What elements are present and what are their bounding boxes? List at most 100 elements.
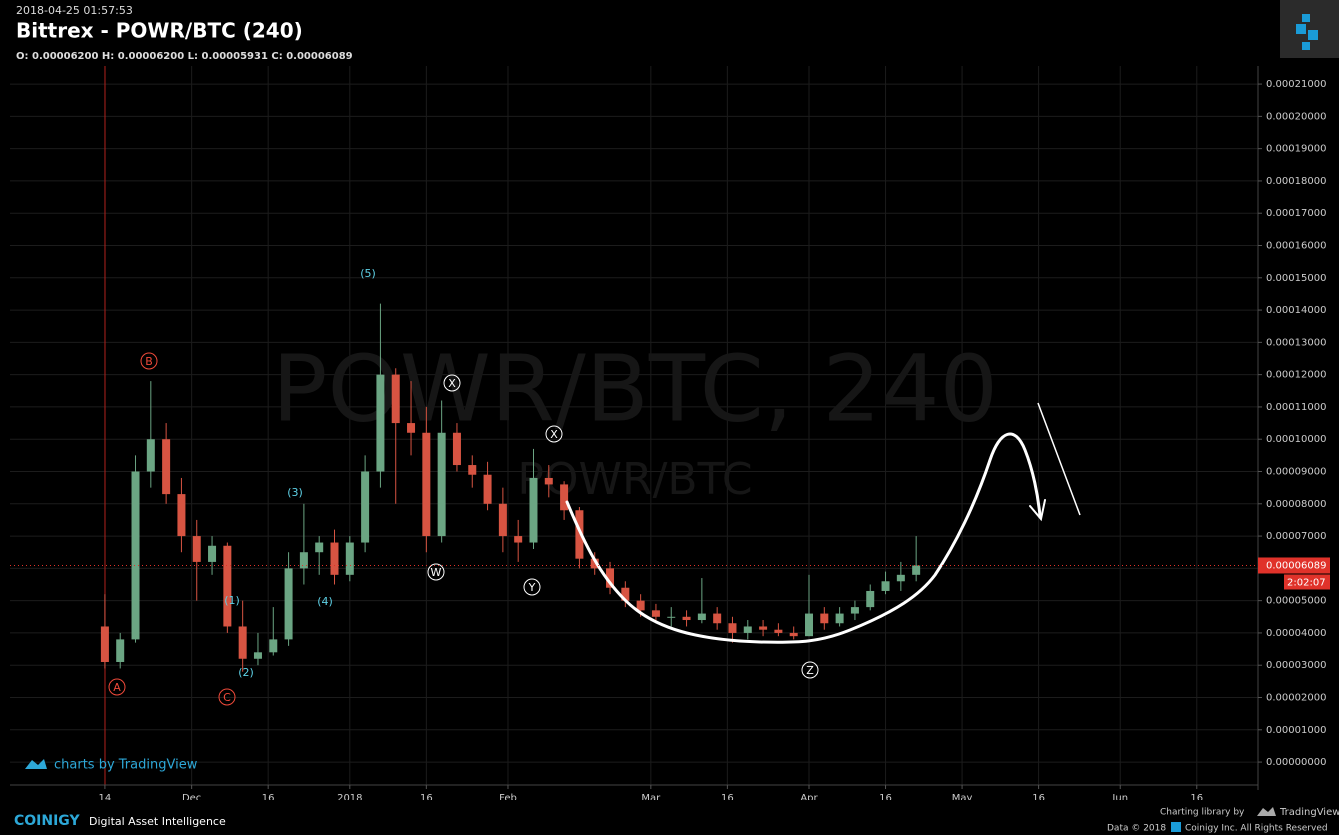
wave-label: (5) — [360, 267, 376, 280]
wave-label: (3) — [287, 486, 303, 499]
tv-credit[interactable]: charts by TradingView — [54, 758, 198, 773]
candle-body — [361, 471, 370, 543]
library-credit: Charting library by — [1160, 808, 1245, 818]
logo-square — [1296, 24, 1306, 34]
y-tick-label: 0.00010000 — [1266, 434, 1326, 445]
y-tick-label: 0.00014000 — [1266, 305, 1326, 316]
x-tick-label: Feb — [499, 793, 517, 804]
candle-body — [253, 652, 262, 659]
x-tick-label: 16 — [721, 793, 734, 804]
candle-body — [498, 503, 507, 537]
candle-body — [192, 536, 201, 562]
candle-body — [606, 568, 615, 588]
y-tick-label: 0.00000000 — [1266, 757, 1326, 768]
candle-body — [896, 574, 905, 582]
wave-label: (4) — [317, 595, 333, 608]
candle-body — [131, 471, 140, 640]
y-tick-label: 0.00017000 — [1266, 208, 1326, 219]
candle-body — [590, 558, 599, 569]
logo — [1280, 0, 1339, 58]
candle-body — [437, 432, 446, 537]
candle-body — [667, 616, 676, 618]
candle-body — [177, 494, 186, 537]
x-tick-label: 16 — [420, 793, 433, 804]
logo-square — [1302, 14, 1310, 22]
y-tick-label: 0.00021000 — [1266, 79, 1326, 90]
candle-body — [912, 565, 921, 575]
x-tick-label: Dec — [182, 793, 201, 804]
coinigy-icon — [1171, 822, 1181, 832]
cup-curve — [565, 432, 1042, 644]
wave-circle — [443, 374, 461, 392]
candle-body — [575, 510, 584, 559]
chart-title: Bittrex - POWR/BTC (240) — [16, 19, 303, 43]
candle-body — [452, 432, 461, 466]
wave-label: X — [550, 428, 558, 441]
wave-label: Z — [806, 664, 814, 677]
candle-body — [514, 536, 523, 543]
y-tick-label: 0.00007000 — [1266, 531, 1326, 542]
library-icon — [1257, 807, 1276, 816]
y-tick-label: 0.00013000 — [1266, 337, 1326, 348]
candle-body — [162, 439, 171, 495]
y-tick-label: 0.00019000 — [1266, 144, 1326, 155]
candle-body — [208, 545, 217, 562]
x-tick-label: 16 — [879, 793, 892, 804]
candle-body — [789, 632, 798, 637]
candle-body — [116, 639, 125, 662]
y-tick-label: 0.00002000 — [1266, 693, 1326, 704]
candle-body — [881, 581, 890, 591]
x-tick-label: Jun — [1111, 793, 1128, 804]
x-tick-label: Mar — [641, 793, 661, 804]
wave-label: A — [113, 681, 121, 694]
y-tick-label: 0.00015000 — [1266, 273, 1326, 284]
candle-body — [835, 613, 844, 624]
candle-body — [713, 613, 722, 624]
candle-body — [621, 587, 630, 601]
wave-label: W — [431, 566, 442, 579]
candle-body — [345, 542, 354, 575]
last-price-label: 0.00006089 — [1266, 560, 1326, 571]
x-tick-label: 16 — [262, 793, 275, 804]
wave-labels: A B C (1) (2) (3) (4) (5) W X Y X Z — [108, 267, 819, 706]
rights: Coinigy Inc. All Rights Reserved — [1185, 824, 1328, 834]
candle-body — [391, 374, 400, 424]
wave-circle — [523, 578, 541, 596]
candle-body — [146, 439, 155, 472]
candle-body — [299, 552, 308, 569]
candle-body — [866, 590, 875, 608]
y-tick-label: 0.00001000 — [1266, 725, 1326, 736]
candles — [100, 303, 921, 672]
drawing — [565, 432, 1046, 644]
tv-icon — [25, 759, 47, 769]
library-name: TradingView — [1279, 807, 1339, 818]
wave-label: Y — [528, 581, 536, 594]
y-tick-label: 0.00008000 — [1266, 499, 1326, 510]
brand: COINIGY — [14, 813, 80, 829]
candle-body — [284, 568, 293, 640]
candle-body — [820, 613, 829, 624]
wave-circle — [545, 425, 563, 443]
footer-bar — [0, 800, 1339, 835]
x-tick-label: 16 — [1190, 793, 1203, 804]
candle-body — [774, 629, 783, 633]
grid — [10, 66, 1258, 785]
wave-label: B — [145, 355, 153, 368]
candle-body — [743, 626, 752, 633]
wave-label: (1) — [224, 594, 240, 607]
ohlc: O: 0.00006200 H: 0.00006200 L: 0.0000593… — [16, 51, 353, 62]
wave-circle — [218, 688, 236, 706]
candle-body — [651, 610, 660, 617]
candle-body — [376, 374, 385, 472]
last-price-box — [1258, 557, 1330, 574]
wave-circle — [801, 661, 819, 679]
axes: 0.00021000 0.00020000 0.00019000 0.00018000… — [10, 79, 1330, 804]
candle-body — [468, 465, 477, 475]
candle-body — [697, 613, 706, 621]
y-tick-label: 0.00018000 — [1266, 176, 1326, 187]
candle-body — [422, 432, 431, 537]
candle-body — [759, 626, 768, 630]
wave-label: X — [448, 377, 456, 390]
data-credit: Data © 2018 — [1107, 824, 1166, 834]
